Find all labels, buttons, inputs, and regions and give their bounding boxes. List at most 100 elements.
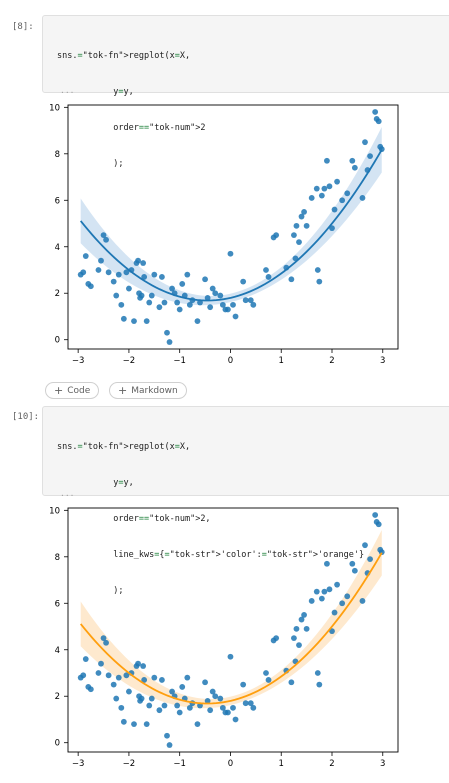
data-point [80, 672, 87, 679]
data-point [110, 681, 117, 688]
y-tick-label: 8 [55, 150, 60, 160]
y-tick-label: 2 [55, 289, 60, 299]
data-point [339, 600, 346, 607]
cell-prompt-1: [8]: [12, 22, 34, 32]
data-point [240, 681, 247, 688]
data-point [151, 674, 158, 681]
data-point [159, 274, 165, 280]
data-point [308, 195, 315, 201]
data-point [148, 292, 155, 299]
data-point [87, 283, 94, 290]
data-point [351, 164, 358, 171]
data-point [141, 274, 148, 280]
y-tick-label: 0 [55, 336, 60, 346]
data-point [184, 674, 191, 681]
data-point [174, 299, 181, 306]
data-point [143, 318, 150, 325]
add-markdown-cell-button[interactable]: + Markdown [109, 382, 187, 399]
y-tick-label: 8 [55, 553, 60, 563]
data-point [209, 285, 216, 292]
data-point [298, 616, 305, 623]
data-point [298, 213, 305, 220]
data-point [219, 301, 226, 308]
data-point [265, 677, 272, 683]
data-point [98, 660, 104, 667]
data-point [118, 301, 125, 308]
regplot-chart-1: −3 −2 −1 0 1 2 3 0 2 4 6 8 10 [49, 103, 399, 366]
data-point [316, 278, 323, 285]
data-point [95, 670, 102, 676]
data-point [339, 197, 346, 204]
data-point [362, 542, 368, 549]
add-code-label: Code [67, 385, 91, 396]
x-tick-label: 2 [329, 759, 334, 769]
x-tick-label: 0 [228, 356, 233, 366]
data-point [367, 153, 373, 160]
data-point [331, 206, 338, 213]
data-point [301, 611, 307, 618]
data-point [326, 586, 333, 593]
data-point [151, 271, 158, 278]
data-point [156, 304, 163, 311]
data-point [98, 257, 104, 264]
data-point [120, 718, 127, 725]
collapsed-output-indicator[interactable]: ··· [60, 88, 75, 97]
x-tick-label: 1 [279, 759, 284, 769]
plus-icon: + [118, 384, 128, 397]
data-point [207, 707, 214, 714]
data-point [103, 236, 109, 243]
data-point [143, 721, 150, 728]
data-point [314, 670, 321, 676]
data-point [123, 269, 130, 276]
data-point [351, 567, 358, 574]
confidence-band [80, 529, 382, 709]
collapsed-output-indicator[interactable]: ··· [60, 491, 75, 500]
regression-line [79, 149, 383, 302]
data-point [159, 677, 165, 683]
data-point [329, 225, 335, 232]
data-point [227, 653, 234, 660]
data-point [301, 208, 307, 215]
data-point [113, 292, 120, 299]
data-point [288, 276, 295, 283]
data-point [100, 232, 107, 239]
y-tick-label: 6 [55, 196, 60, 206]
data-point [265, 274, 272, 280]
data-point [95, 267, 102, 273]
add-code-cell-button[interactable]: + Code [45, 382, 100, 399]
data-point [126, 688, 132, 695]
data-point [318, 595, 325, 602]
data-point [225, 306, 231, 313]
data-point [204, 697, 211, 704]
axes-frame [67, 507, 399, 753]
data-point [291, 232, 297, 239]
code-line: ); [57, 586, 124, 596]
data-point [367, 556, 373, 563]
data-point [80, 269, 87, 276]
data-point [230, 301, 236, 308]
data-point [331, 609, 338, 616]
data-point [212, 693, 219, 700]
data-point [321, 185, 328, 192]
code-cell-1[interactable]: sns.="tok-fn">regplot(x=X, y=y, order=="… [42, 15, 449, 169]
data-point [225, 709, 231, 716]
data-point [161, 702, 168, 709]
x-tick-label: −2 [123, 356, 136, 366]
data-point [313, 588, 320, 595]
data-point [166, 742, 173, 748]
data-point [250, 704, 257, 711]
y-tick-label: 10 [49, 103, 60, 113]
data-point [324, 157, 330, 164]
x-tick-label: −1 [173, 759, 186, 769]
x-tick-label: 2 [329, 356, 334, 366]
code-cell-2[interactable]: sns.="tok-fn">regplot(x=X, y=y, order=="… [42, 406, 449, 596]
x-tick-label: −1 [173, 356, 186, 366]
data-point [242, 700, 249, 707]
y-tick-label: 6 [55, 599, 60, 609]
data-point [212, 290, 219, 297]
data-point [179, 684, 186, 690]
y-tick-label: 4 [55, 646, 60, 656]
data-point [131, 721, 137, 728]
x-tick-label: 3 [380, 759, 385, 769]
data-point [103, 639, 109, 646]
